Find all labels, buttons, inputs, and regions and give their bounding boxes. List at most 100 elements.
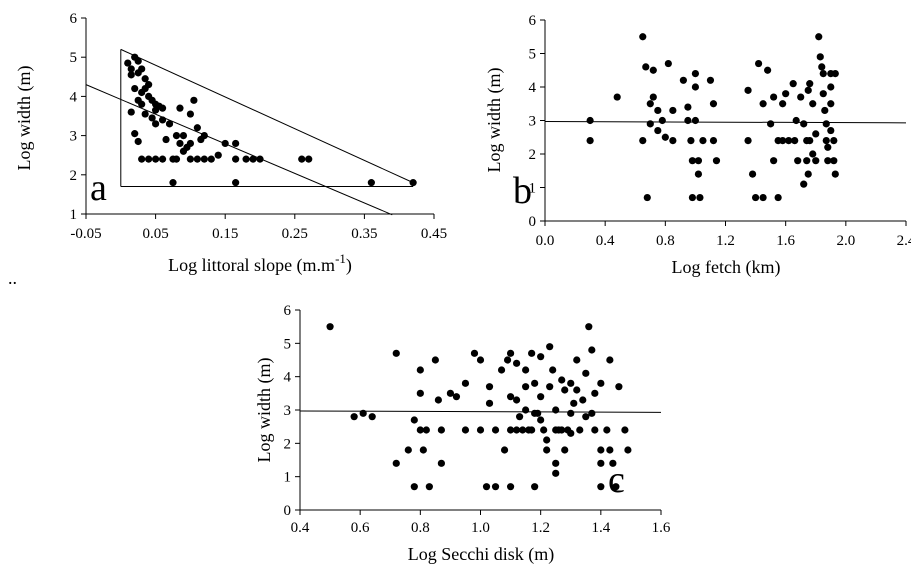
data-point-b [822,120,830,128]
data-point-a [207,155,215,163]
data-point-c [503,356,512,364]
data-point-c [537,353,545,361]
data-point-b [694,157,703,165]
data-point-b [830,157,838,165]
data-point-a [298,155,306,163]
data-point-b [646,100,654,108]
data-point-c [621,426,629,434]
panel-label-c: c [608,459,625,501]
data-point-a [172,155,181,163]
data-point-c [416,389,424,397]
data-point-b [770,157,778,165]
panel-label-a: a [90,167,107,209]
data-point-b [809,150,817,158]
data-point-b [709,137,718,145]
data-point-b [699,137,707,145]
data-point-c [350,413,358,421]
y-tick-label-b: 4 [529,80,537,96]
data-point-c [582,413,590,421]
data-point-a [127,71,135,79]
data-point-c [419,446,427,454]
data-point-b [806,80,814,88]
y-tick-label-a: 3 [70,129,78,145]
data-point-b [815,33,823,41]
data-point-b [824,143,832,151]
data-point-a [141,84,149,93]
x-tick-label-b: 1.6 [776,233,795,249]
data-point-c [513,426,521,434]
trend-line-a [120,48,414,184]
x-axis-label-c: Log Secchi disk (m) [408,544,554,565]
data-point-c [506,483,515,491]
y-tick-label-c: 2 [284,436,292,452]
data-point-c [603,426,611,434]
x-tick-label-b: 0.0 [536,233,555,249]
data-point-b [809,100,817,108]
data-point-a [152,120,160,128]
y-tick-label-c: 5 [284,336,292,352]
y-axis-label-b: Log width (m) [484,68,505,173]
data-point-b [822,137,830,145]
x-tick-label-a: 0.05 [142,226,168,242]
y-tick-label-b: 0 [529,214,537,230]
data-point-b [688,193,697,202]
data-point-a [134,57,142,65]
data-point-c [416,366,424,374]
y-tick-label-c: 4 [284,370,292,386]
data-point-c [585,323,593,331]
data-point-c [500,446,509,454]
y-axis-label-c: Log width (m) [254,358,275,463]
y-tick-label-a: 1 [70,207,78,223]
data-point-a [169,179,177,187]
x-tick-label-c: 0.4 [291,520,310,536]
data-point-a [409,179,417,187]
x-tick-label-c: 0.6 [351,520,370,536]
data-point-b [691,83,700,91]
data-point-c [516,413,524,421]
data-point-b [694,170,703,178]
data-point-b [797,93,805,101]
data-point-b [639,137,647,145]
y-tick-label-b: 6 [529,13,537,29]
data-point-c [561,386,569,394]
data-point-c [431,356,439,364]
data-point-c [555,426,563,434]
data-point-a [256,155,264,163]
data-point-c [597,446,605,454]
data-point-b [831,70,839,78]
data-point-c [491,426,500,434]
data-point-b [792,116,800,125]
data-point-b [696,193,704,202]
data-point-c [368,413,376,421]
data-point-c [609,459,617,467]
data-point-a [127,108,135,116]
data-point-c [588,346,596,354]
data-point-b [804,170,812,178]
data-point-c [437,459,445,467]
data-point-b [712,157,721,165]
data-point-a [305,155,313,163]
x-tick-label-c: 1.4 [591,520,610,536]
data-point-b [664,59,672,68]
data-point-c [597,379,605,387]
data-point-c [452,393,461,401]
data-point-c [522,406,530,414]
data-point-c [416,426,424,434]
x-tick-label-a: 0.45 [421,226,447,242]
data-point-a [367,179,375,187]
data-point-c [591,389,599,397]
data-point-c [461,379,470,387]
data-point-b [827,83,835,91]
data-point-a [148,114,156,122]
data-point-c [606,446,614,454]
data-point-a [214,151,222,159]
data-point-a [249,155,257,163]
data-point-c [567,409,575,417]
y-tick-label-a: 5 [70,50,78,66]
data-point-c [597,483,605,491]
x-axis-label-a: Log littoral slope (m.m-1) [168,251,352,276]
data-point-c [434,396,442,404]
data-point-c [561,446,569,454]
data-point-b [831,170,839,178]
data-point-a [172,132,181,140]
